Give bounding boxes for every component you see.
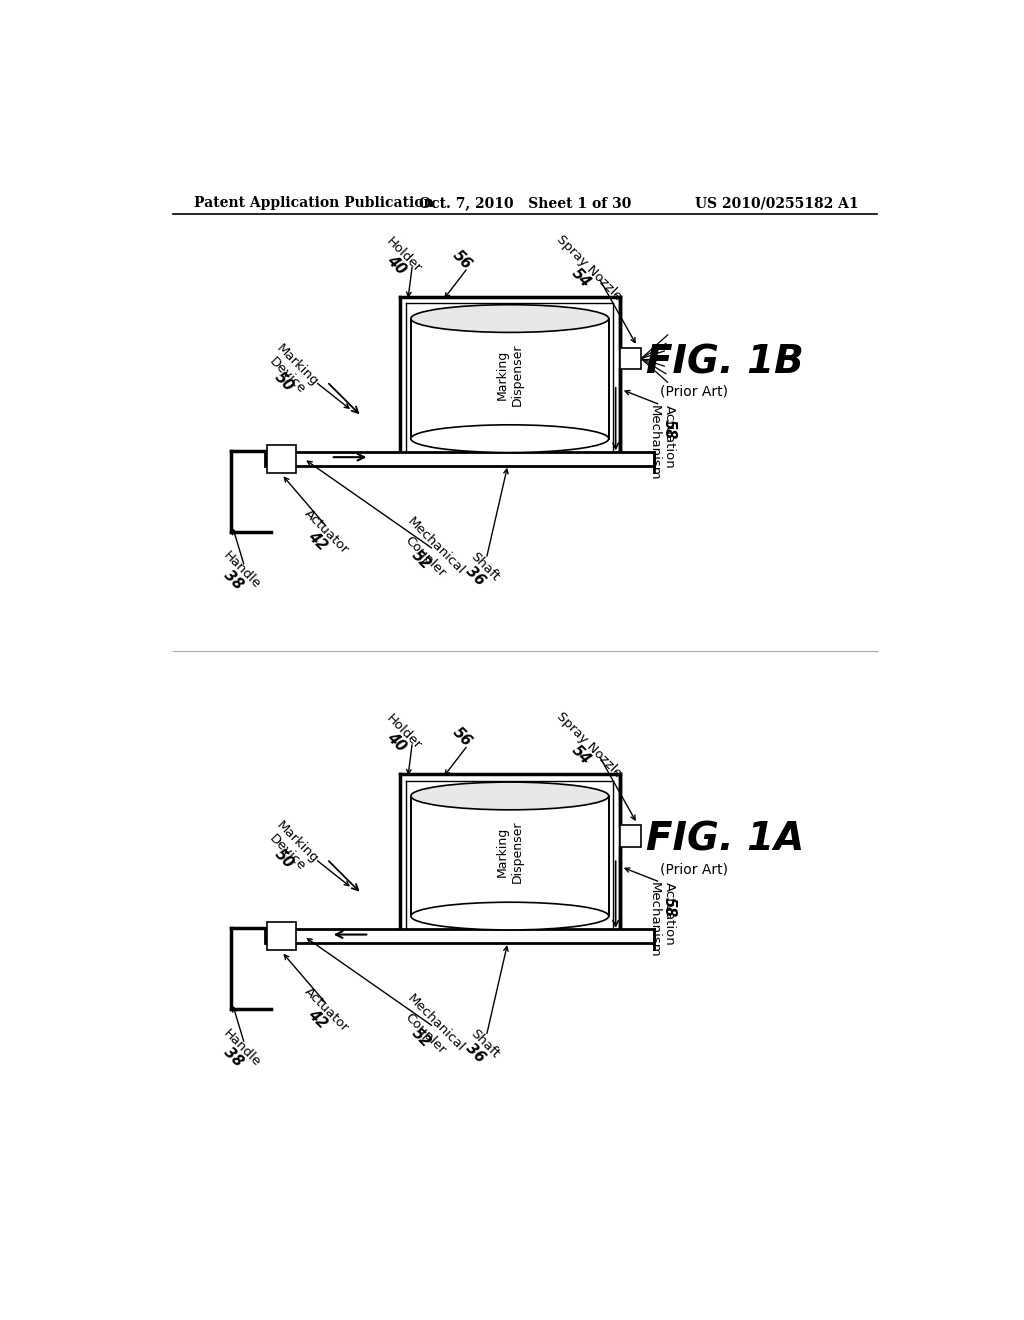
Text: Holder: Holder xyxy=(384,711,424,752)
Text: 42: 42 xyxy=(305,528,330,553)
Bar xyxy=(620,348,641,370)
Text: Holder: Holder xyxy=(384,235,424,275)
Text: Actuation
Mechanism: Actuation Mechanism xyxy=(648,882,676,958)
Text: 36: 36 xyxy=(463,1040,488,1065)
Text: FIG. 1A: FIG. 1A xyxy=(646,821,805,859)
Ellipse shape xyxy=(411,425,608,453)
Text: 40: 40 xyxy=(384,730,409,755)
Text: Actuator: Actuator xyxy=(302,507,351,557)
Text: Marking
Device: Marking Device xyxy=(263,818,322,876)
Text: Oct. 7, 2010   Sheet 1 of 30: Oct. 7, 2010 Sheet 1 of 30 xyxy=(419,197,631,210)
Text: 50: 50 xyxy=(272,846,297,871)
Text: 58: 58 xyxy=(663,420,677,440)
Text: US 2010/0255182 A1: US 2010/0255182 A1 xyxy=(694,197,858,210)
Text: 38: 38 xyxy=(220,568,246,593)
Text: 52: 52 xyxy=(410,1026,434,1051)
Bar xyxy=(265,929,654,942)
Text: 56: 56 xyxy=(450,248,474,272)
Text: Actuation
Mechanism: Actuation Mechanism xyxy=(648,405,676,480)
Bar xyxy=(265,451,654,466)
Text: Spray Nozzle: Spray Nozzle xyxy=(554,232,624,302)
Text: Marking
Dispenser: Marking Dispenser xyxy=(496,821,524,883)
Text: 42: 42 xyxy=(305,1006,330,1031)
Text: 36: 36 xyxy=(463,564,488,589)
Text: Marking
Device: Marking Device xyxy=(263,342,322,399)
Text: FIG. 1B: FIG. 1B xyxy=(646,343,804,381)
Text: Mechanical
Coupler: Mechanical Coupler xyxy=(394,515,467,587)
Text: 38: 38 xyxy=(220,1044,246,1069)
Text: Shaft: Shaft xyxy=(468,549,502,583)
Ellipse shape xyxy=(411,781,608,810)
Text: Actuator: Actuator xyxy=(302,985,351,1034)
Text: Patent Application Publication: Patent Application Publication xyxy=(194,197,433,210)
Text: 54: 54 xyxy=(568,743,594,768)
Text: Mechanical
Coupler: Mechanical Coupler xyxy=(394,993,467,1065)
Text: Spray Nozzle: Spray Nozzle xyxy=(554,710,624,780)
Text: 54: 54 xyxy=(568,265,594,290)
Bar xyxy=(411,796,608,916)
Bar xyxy=(267,923,296,950)
Text: 58: 58 xyxy=(663,896,677,917)
Bar xyxy=(620,825,641,847)
Ellipse shape xyxy=(411,305,608,333)
Text: 50: 50 xyxy=(272,370,297,395)
Text: Shaft: Shaft xyxy=(468,1027,502,1061)
Text: 52: 52 xyxy=(410,548,434,573)
Text: 56: 56 xyxy=(450,725,474,750)
Text: Handle: Handle xyxy=(221,549,263,591)
Text: Marking
Dispenser: Marking Dispenser xyxy=(496,343,524,407)
Bar xyxy=(411,318,608,438)
Bar xyxy=(267,445,296,473)
Text: 40: 40 xyxy=(384,252,409,277)
Text: (Prior Art): (Prior Art) xyxy=(660,862,728,876)
Text: Handle: Handle xyxy=(221,1027,263,1069)
Text: (Prior Art): (Prior Art) xyxy=(660,384,728,399)
Ellipse shape xyxy=(411,903,608,929)
